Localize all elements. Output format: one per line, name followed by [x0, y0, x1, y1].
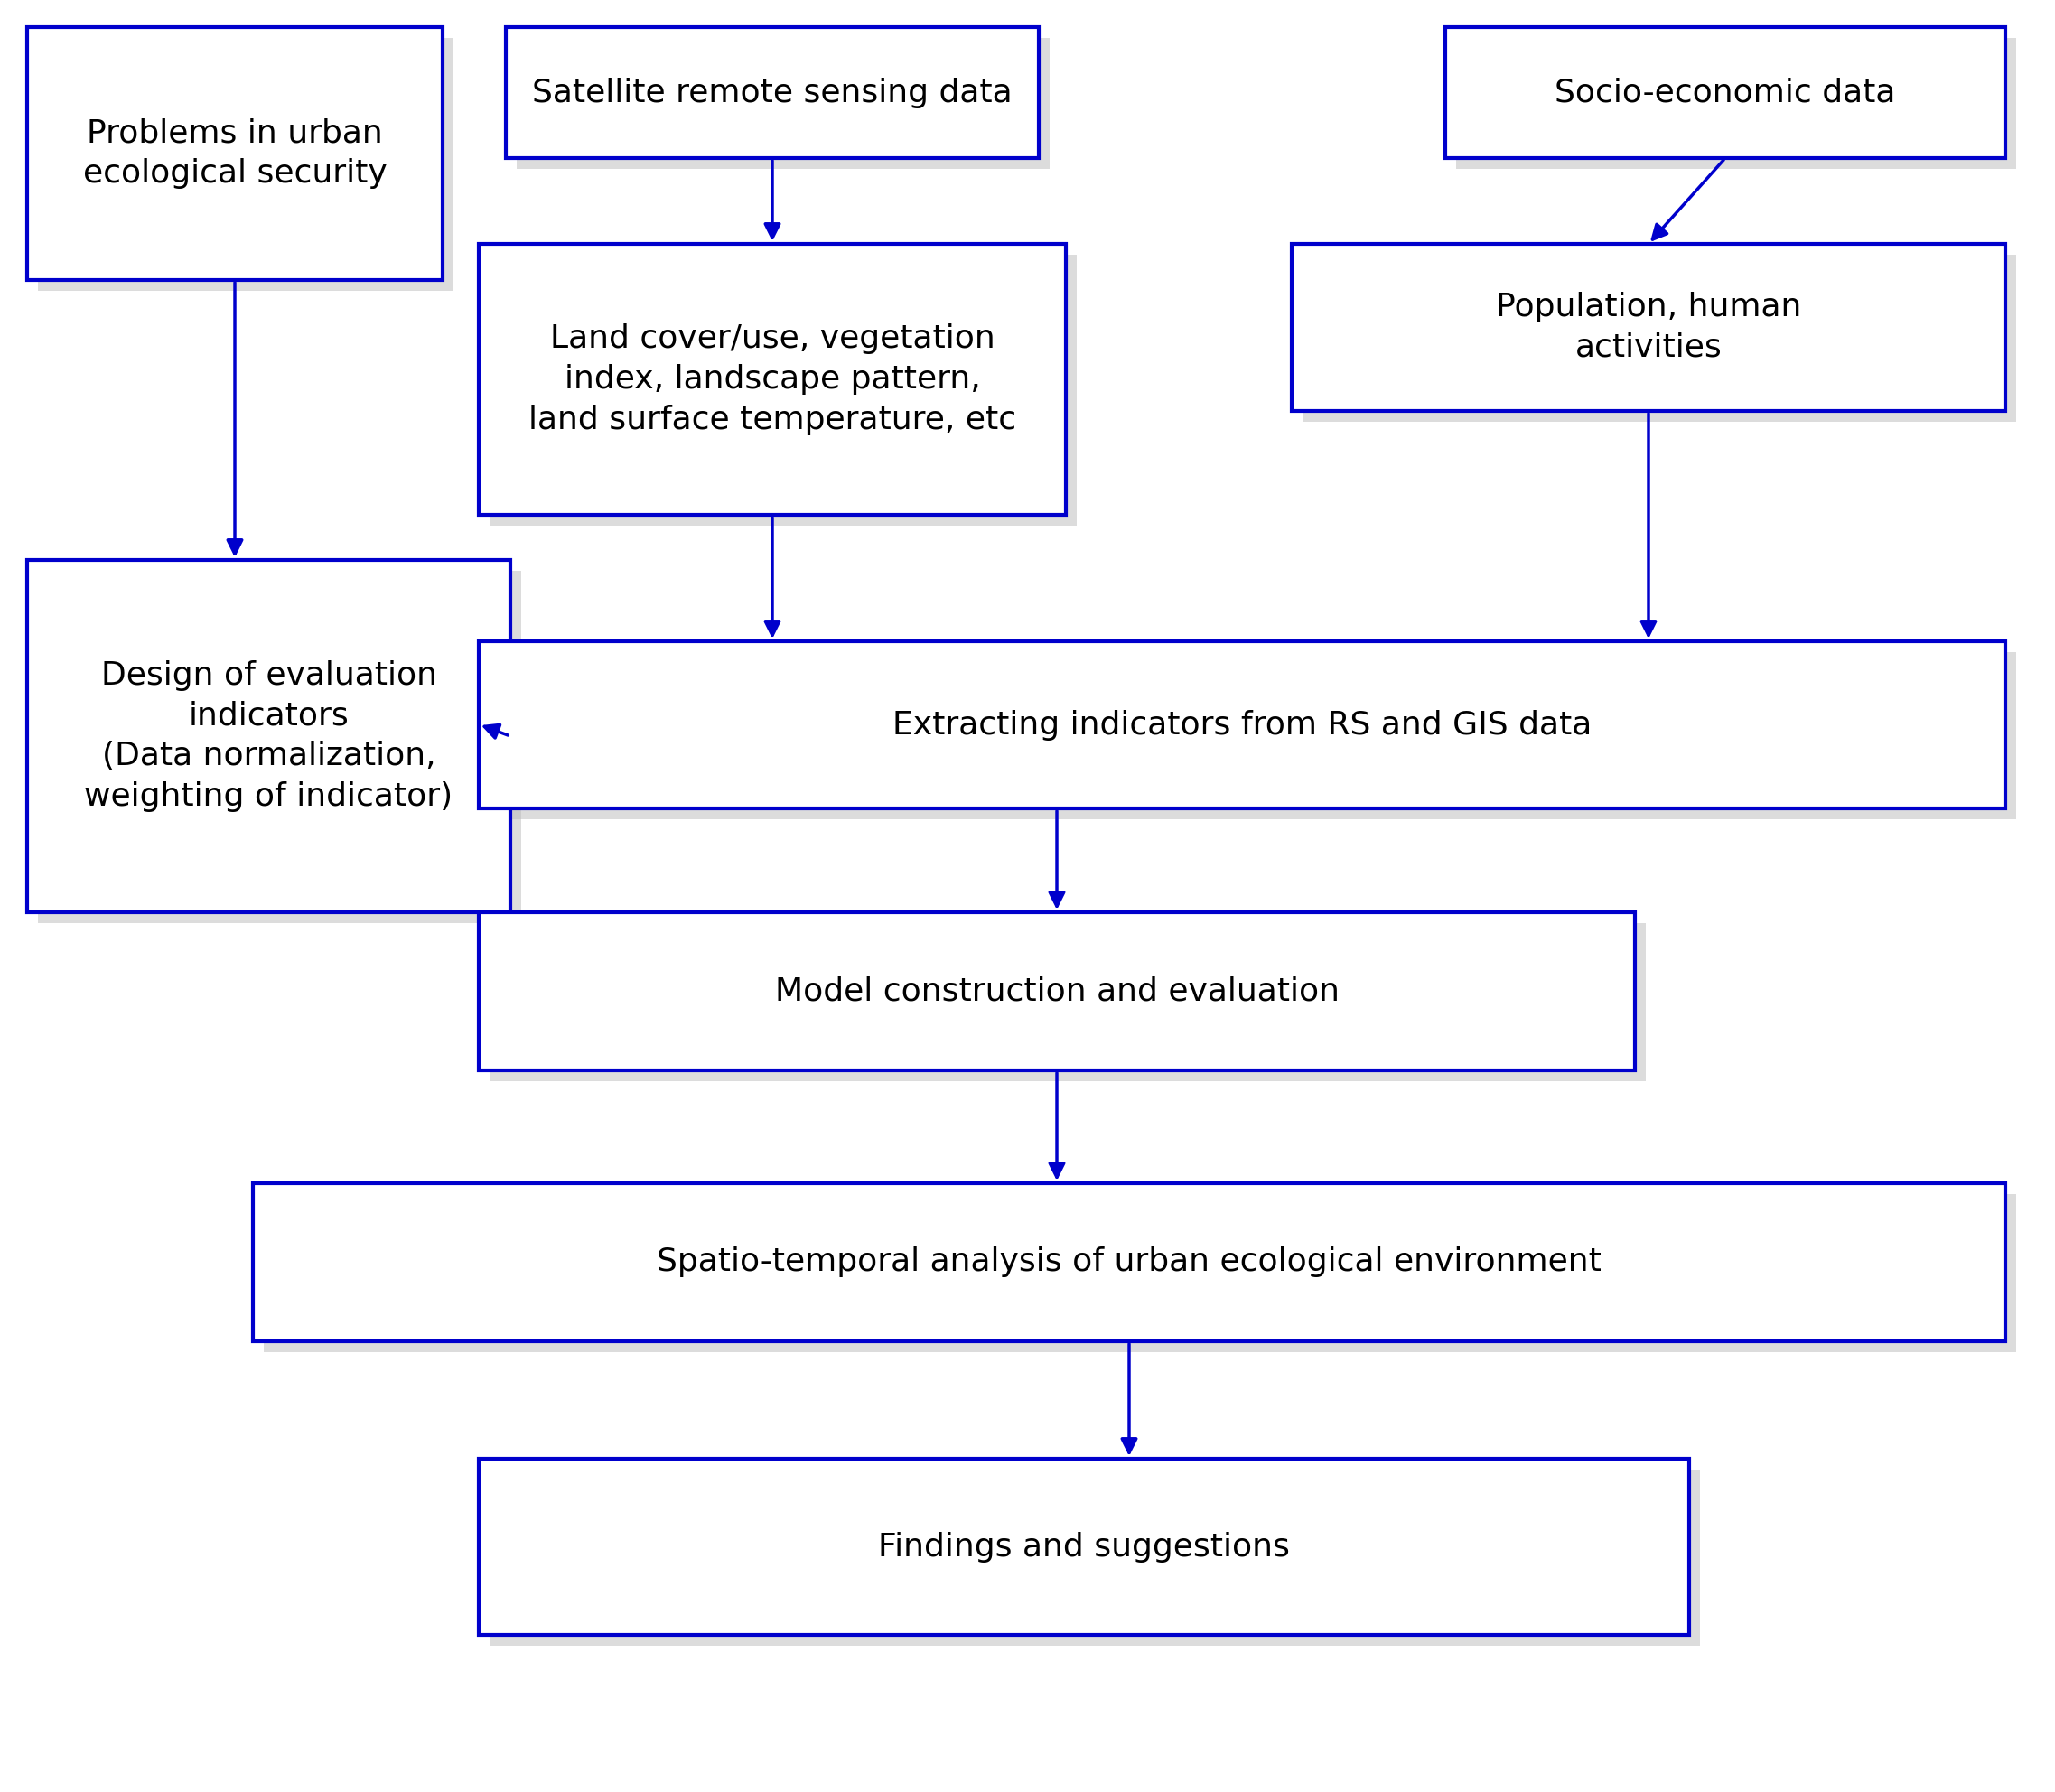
- Text: Findings and suggestions: Findings and suggestions: [877, 1532, 1291, 1563]
- Text: Population, human
activities: Population, human activities: [1496, 292, 1802, 364]
- FancyBboxPatch shape: [1457, 38, 2016, 168]
- FancyBboxPatch shape: [479, 1459, 1689, 1634]
- Text: Socio-economic data: Socio-economic data: [1556, 77, 1895, 108]
- FancyBboxPatch shape: [263, 1193, 2016, 1353]
- FancyBboxPatch shape: [489, 652, 2016, 819]
- FancyBboxPatch shape: [1293, 244, 2006, 410]
- FancyBboxPatch shape: [489, 254, 1077, 525]
- Text: Extracting indicators from RS and GIS data: Extracting indicators from RS and GIS da…: [892, 710, 1593, 740]
- Text: Problems in urban
ecological security: Problems in urban ecological security: [82, 118, 386, 190]
- FancyBboxPatch shape: [516, 38, 1050, 168]
- FancyBboxPatch shape: [489, 1469, 1699, 1645]
- FancyBboxPatch shape: [489, 923, 1646, 1081]
- FancyBboxPatch shape: [1445, 27, 2006, 158]
- FancyBboxPatch shape: [37, 572, 522, 923]
- Text: Design of evaluation
indicators
(Data normalization,
weighting of indicator): Design of evaluation indicators (Data no…: [84, 659, 452, 812]
- FancyBboxPatch shape: [1303, 254, 2016, 421]
- FancyBboxPatch shape: [479, 912, 1636, 1070]
- Text: Model construction and evaluation: Model construction and evaluation: [775, 977, 1340, 1007]
- Text: Spatio-temporal analysis of urban ecological environment: Spatio-temporal analysis of urban ecolog…: [658, 1247, 1601, 1278]
- Text: Satellite remote sensing data: Satellite remote sensing data: [532, 77, 1013, 108]
- FancyBboxPatch shape: [27, 559, 510, 912]
- FancyBboxPatch shape: [253, 1183, 2006, 1340]
- FancyBboxPatch shape: [27, 27, 442, 280]
- FancyBboxPatch shape: [37, 38, 454, 290]
- FancyBboxPatch shape: [479, 642, 2006, 808]
- FancyBboxPatch shape: [506, 27, 1038, 158]
- Text: Land cover/use, vegetation
index, landscape pattern,
land surface temperature, e: Land cover/use, vegetation index, landsc…: [528, 324, 1017, 435]
- FancyBboxPatch shape: [479, 244, 1067, 514]
